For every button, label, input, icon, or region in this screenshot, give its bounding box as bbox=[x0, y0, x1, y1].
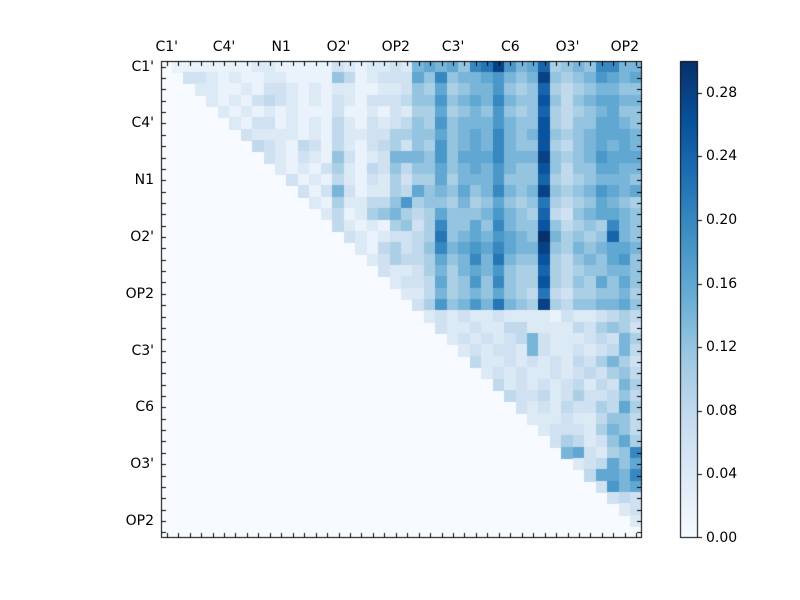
y-axis-label: C6 bbox=[135, 399, 154, 416]
colorbar-tick-label: 0.28 bbox=[706, 84, 738, 101]
x-axis-label: C6 bbox=[500, 39, 520, 55]
y-axis-label: OP2 bbox=[125, 285, 154, 302]
colorbar-tick-label: 0.00 bbox=[706, 530, 738, 546]
x-axis-label: O3' bbox=[555, 39, 580, 55]
y-axis-label: C3' bbox=[131, 342, 154, 359]
colorbar-tick-label: 0.20 bbox=[706, 212, 738, 228]
x-axis-label: C3' bbox=[441, 39, 465, 55]
y-axis-label: N1 bbox=[134, 172, 154, 189]
colorbar-tick-label: 0.24 bbox=[706, 148, 738, 165]
y-axis-label: OP2 bbox=[125, 512, 154, 529]
x-axis-label: C1' bbox=[155, 39, 178, 55]
x-axis-label: OP2 bbox=[381, 39, 410, 55]
y-axis-label: O2' bbox=[130, 229, 154, 246]
x-axis-label: C4' bbox=[212, 39, 236, 55]
colorbar-tick-label: 0.16 bbox=[706, 275, 738, 292]
colorbar-tick-label: 0.08 bbox=[706, 402, 738, 419]
x-axis-label: N1 bbox=[271, 39, 291, 55]
colorbar-tick-label: 0.04 bbox=[706, 466, 738, 483]
y-axis-label: O3' bbox=[130, 456, 154, 473]
y-axis-label: C1' bbox=[131, 58, 154, 75]
colorbar-tick-label: 0.12 bbox=[706, 339, 738, 356]
x-axis-label: OP2 bbox=[610, 39, 639, 55]
x-axis-label: O2' bbox=[326, 39, 351, 55]
y-axis-label: C4' bbox=[131, 115, 154, 132]
